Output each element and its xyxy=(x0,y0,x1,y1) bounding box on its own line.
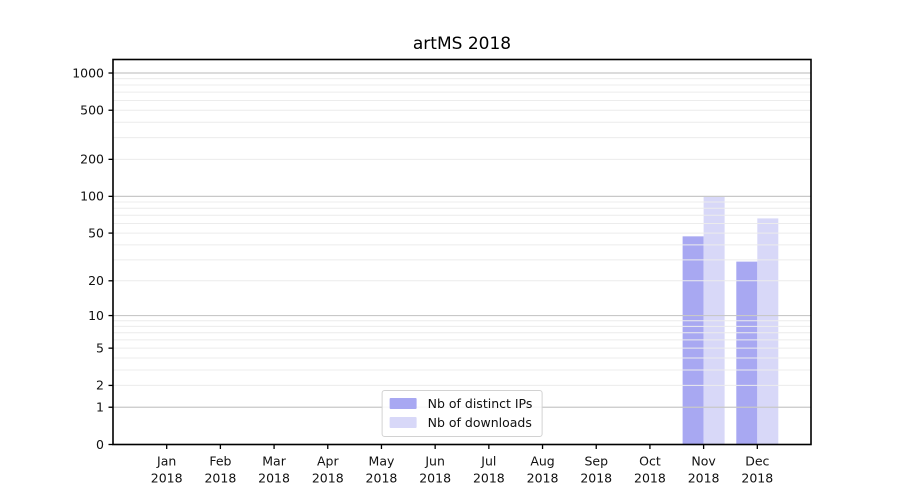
x-tick-year-nov: 2018 xyxy=(688,471,720,486)
legend-item-distinct-ips: Nb of distinct IPs xyxy=(389,396,533,411)
x-tick-year-oct: 2018 xyxy=(634,471,666,486)
legend-label-downloads: Nb of downloads xyxy=(427,415,532,430)
legend-label-distinct-ips: Nb of distinct IPs xyxy=(427,396,533,411)
bar-dec-nb-of-downloads xyxy=(757,218,779,445)
legend-swatch-downloads xyxy=(389,417,417,428)
bar-dec-nb-of-distinct-ips xyxy=(736,261,758,445)
y-tick-label-200: 200 xyxy=(80,152,104,167)
y-tick-label-1000: 1000 xyxy=(72,65,104,80)
x-tick-year-jan: 2018 xyxy=(151,471,183,486)
y-tick-label-1: 1 xyxy=(96,400,104,415)
x-tick-label-jul: Jul xyxy=(480,454,496,469)
x-tick-label-oct: Oct xyxy=(639,454,661,469)
y-tick-label-50: 50 xyxy=(88,225,104,240)
x-tick-year-mar: 2018 xyxy=(258,471,290,486)
x-tick-label-dec: Dec xyxy=(745,454,769,469)
plot-box xyxy=(112,58,812,446)
y-tick-label-20: 20 xyxy=(88,273,104,288)
x-tick-year-feb: 2018 xyxy=(204,471,236,486)
legend: Nb of distinct IPs Nb of downloads xyxy=(381,390,543,437)
x-tick-label-sep: Sep xyxy=(584,454,608,469)
legend-swatch-distinct-ips xyxy=(389,398,417,409)
chart-title: artMS 2018 xyxy=(412,34,512,54)
y-tick-label-100: 100 xyxy=(80,189,104,204)
x-tick-year-apr: 2018 xyxy=(312,471,344,486)
y-tick-label-10: 10 xyxy=(88,308,104,323)
y-tick-label-5: 5 xyxy=(96,340,104,355)
y-tick-label-0: 0 xyxy=(96,437,104,452)
x-tick-year-aug: 2018 xyxy=(527,471,559,486)
y-tick-label-2: 2 xyxy=(96,378,104,393)
x-tick-label-aug: Aug xyxy=(530,454,554,469)
x-tick-label-feb: Feb xyxy=(209,454,231,469)
x-tick-year-jun: 2018 xyxy=(419,471,451,486)
legend-item-downloads: Nb of downloads xyxy=(389,415,533,430)
y-tick-label-500: 500 xyxy=(80,103,104,118)
x-tick-year-may: 2018 xyxy=(366,471,398,486)
x-tick-year-jul: 2018 xyxy=(473,471,505,486)
x-tick-year-dec: 2018 xyxy=(741,471,773,486)
x-tick-label-apr: Apr xyxy=(317,454,339,469)
x-tick-label-may: May xyxy=(369,454,395,469)
x-tick-label-nov: Nov xyxy=(691,454,716,469)
x-tick-label-jan: Jan xyxy=(156,454,176,469)
x-tick-year-sep: 2018 xyxy=(580,471,612,486)
bar-nov-nb-of-distinct-ips xyxy=(682,236,704,445)
x-tick-label-mar: Mar xyxy=(262,454,286,469)
x-tick-label-jun: Jun xyxy=(424,454,445,469)
